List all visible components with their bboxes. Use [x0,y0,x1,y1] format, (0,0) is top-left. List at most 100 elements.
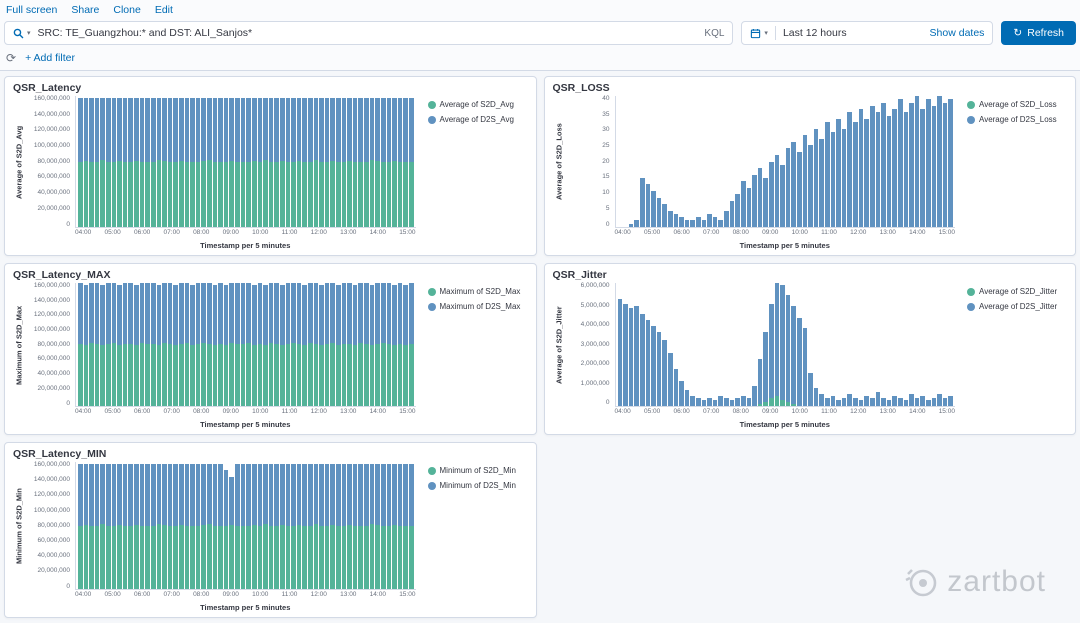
legend-label: Minimum of S2D_Min [439,466,516,475]
legend-item[interactable]: Average of D2S_Avg [427,115,528,124]
panel-body: Minimum of S2D_Min 160,000,000 140,000,00… [13,461,528,613]
panel-title[interactable]: QSR_Latency [13,82,82,94]
legend-color-dot [967,287,975,296]
share-link[interactable]: Share [71,4,100,16]
legend-color-dot [967,115,975,124]
refresh-button[interactable]: ↻ Refresh [1001,21,1076,45]
y-axis-title: Average of S2D_Jitter [554,306,563,384]
legend-label: Maximum of S2D_Max [439,287,521,296]
x-axis-title: Timestamp per 5 minutes [200,603,291,612]
y-axis-title: Average of S2D_Avg [14,125,24,199]
chart-legend: Maximum of S2D_Max Maximum of D2S_Max [416,283,528,430]
legend-color-dot [427,466,436,475]
chevron-down-icon: ▾ [764,30,768,37]
query-input[interactable]: ▾ SRC: TE_Guangzhou:* and DST: ALI_Sanjo… [4,21,734,45]
panel-body: Average of S2D_Jitter 6,000,000 5,000,000… [553,282,1068,430]
legend-item[interactable]: Average of S2D_Avg [427,100,528,109]
x-axis-title: Timestamp per 5 minutes [739,420,830,429]
bar-chart[interactable] [614,283,955,407]
query-bar-row: ▾ SRC: TE_Guangzhou:* and DST: ALI_Sanjo… [4,21,1076,45]
legend-label: Average of D2S_Jitter [979,302,1058,311]
date-picker[interactable]: ▾ Last 12 hours Show dates [741,21,994,45]
x-axis-title: Timestamp per 5 minutes [200,420,291,429]
panel-title[interactable]: QSR_LOSS [552,82,610,94]
panel-qsr-jitter: QSR_Jitter Average of S2D_Jitter 6,000,0… [543,263,1076,435]
panel-title[interactable]: QSR_Latency_MIN [13,448,107,460]
panel-qsr-loss: QSR_LOSS Average of S2D_Loss 40 35 30 25 20 1… [543,76,1076,256]
bar-chart[interactable] [75,96,416,228]
legend-color-dot [427,115,436,124]
y-axis-ticks: 160,000,000 140,000,000 120,000,000 100,000… [33,95,70,228]
kql-label[interactable]: KQL [704,27,725,39]
dashboard-grid: QSR_Latency Average of S2D_Avg 160,000,0… [0,71,1080,623]
app-header: Full screen Share Clone Edit ▾ SRC: TE_G… [0,0,1080,71]
legend-color-dot [967,302,975,311]
x-axis-ticks: 04:00 05:00 06:00 07:00 08:00 09:00 10:00 11:00… [75,229,416,236]
y-axis-ticks: 160,000,000 140,000,000 120,000,000 100,000… [33,282,70,407]
legend-label: Average of S2D_Jitter [979,287,1058,296]
panel-body: Maximum of S2D_Max 160,000,000 140,000,00… [13,282,528,430]
y-axis-ticks: 160,000,000 140,000,000 120,000,000 100,000… [33,461,70,590]
bar-chart[interactable] [614,96,955,228]
add-filter-link[interactable]: + Add filter [25,51,75,64]
x-axis-title: Timestamp per 5 minutes [739,241,830,250]
legend-item[interactable]: Average of D2S_Jitter [967,302,1067,311]
watermark-text: zartbot [947,565,1046,598]
legend-item[interactable]: Maximum of D2S_Max [427,302,528,311]
panel-body: Average of S2D_Loss 40 35 30 25 20 15 10 5 0 04:… [553,95,1068,251]
legend-label: Average of S2D_Avg [439,100,514,109]
show-dates-link[interactable]: Show dates [929,27,985,39]
y-axis-title: Maximum of S2D_Max [14,305,24,385]
legend-color-dot [427,287,436,296]
y-axis-ticks: 40 35 30 25 20 15 10 5 0 [602,95,610,228]
x-axis-ticks: 04:00 05:00 06:00 07:00 08:00 09:00 10:00 11:00… [614,408,955,415]
panel-qsr-latency-max: QSR_Latency_MAX Maximum of S2D_Max 160,0… [4,263,537,435]
quick-select-button[interactable]: ▾ [750,28,768,39]
legend-color-dot [427,481,436,490]
fullscreen-link[interactable]: Full screen [6,4,58,16]
panel-title[interactable]: QSR_Latency_MAX [13,269,111,281]
legend-item[interactable]: Average of S2D_Jitter [967,287,1067,296]
x-axis-ticks: 04:00 05:00 06:00 07:00 08:00 09:00 10:00 11:00… [75,591,416,598]
legend-item[interactable]: Minimum of S2D_Min [427,466,528,475]
x-axis-title: Timestamp per 5 minutes [200,241,291,250]
chart-legend: Average of S2D_Loss Average of D2S_Loss [955,96,1067,251]
legend-label: Average of D2S_Loss [979,115,1057,124]
bar-chart[interactable] [75,462,416,590]
legend-color-dot [427,302,436,311]
divider [774,26,776,40]
legend-label: Average of D2S_Avg [439,115,514,124]
y-axis-title: Minimum of S2D_Min [14,488,24,564]
zartbot-logo-icon [905,569,937,597]
query-history-icon[interactable]: ⟳ [6,50,17,65]
refresh-icon: ↻ [1013,27,1023,39]
query-menu-button[interactable]: ▾ [13,28,31,39]
legend-label: Maximum of D2S_Max [439,302,521,311]
y-axis-title: Average of S2D_Loss [554,123,563,201]
x-axis-ticks: 04:00 05:00 06:00 07:00 08:00 09:00 10:00 11:00… [614,229,955,236]
legend-label: Average of S2D_Loss [979,100,1057,109]
time-range-label[interactable]: Last 12 hours [782,27,847,39]
bar-chart[interactable] [75,283,416,407]
legend-item[interactable]: Maximum of S2D_Max [427,287,528,296]
search-icon [13,28,24,38]
query-text[interactable]: SRC: TE_Guangzhou:* and DST: ALI_Sanjos* [37,27,253,39]
clone-link[interactable]: Clone [113,4,141,16]
y-axis-ticks: 6,000,000 5,000,000 4,000,000 3,000,000 2,00… [580,282,610,407]
refresh-label: Refresh [1027,27,1064,39]
calendar-icon [751,28,761,38]
legend-item[interactable]: Average of S2D_Loss [967,100,1067,109]
legend-color-dot [967,100,975,109]
chart-legend: Average of S2D_Avg Average of D2S_Avg [416,96,528,251]
filter-bar: ⟳ + Add filter [4,45,1076,65]
panel-body: Average of S2D_Avg 160,000,000 140,000,00… [13,95,528,251]
panel-title[interactable]: QSR_Jitter [552,269,607,281]
legend-item[interactable]: Minimum of D2S_Min [427,481,528,490]
chart-legend: Average of S2D_Jitter Average of D2S_Jit… [955,283,1067,430]
watermark: zartbot [904,564,1046,600]
legend-item[interactable]: Average of D2S_Loss [967,115,1067,124]
edit-link[interactable]: Edit [154,4,173,16]
dashboard-toolbar: Full screen Share Clone Edit [4,2,1076,21]
panel-qsr-latency: QSR_Latency Average of S2D_Avg 160,000,0… [4,76,537,256]
legend-label: Minimum of D2S_Min [439,481,516,490]
